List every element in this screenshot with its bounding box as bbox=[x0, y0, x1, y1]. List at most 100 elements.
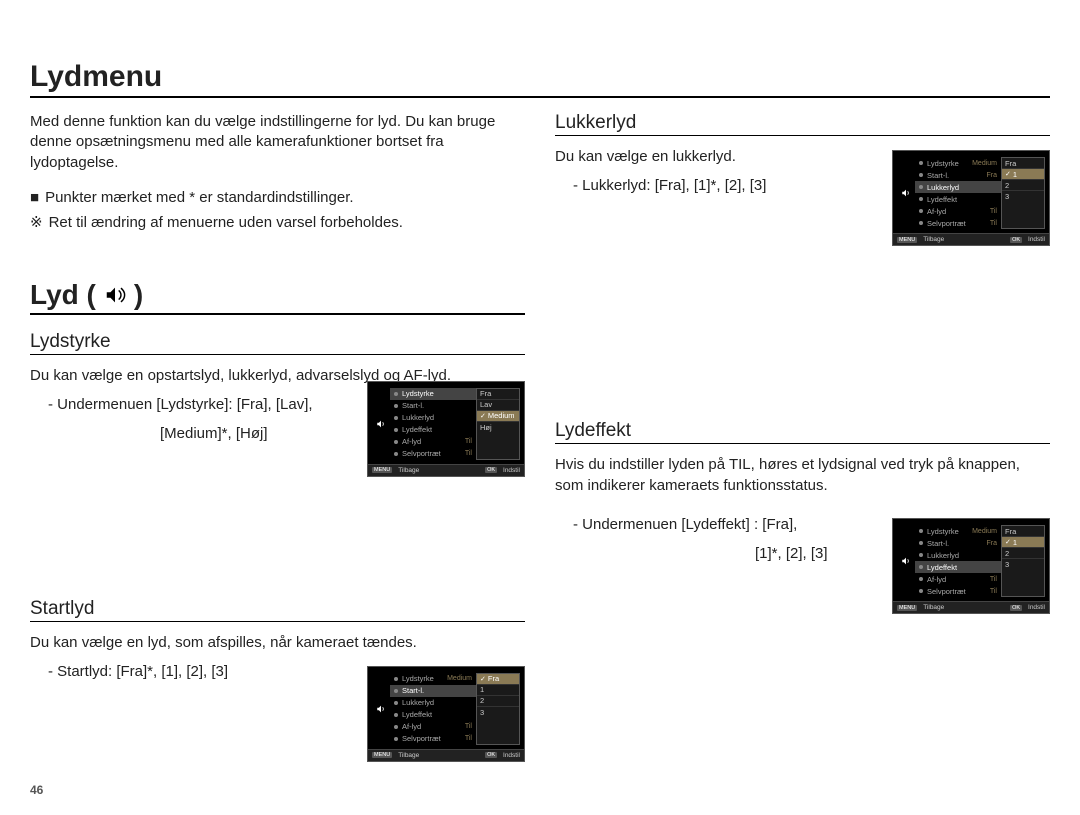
option-item: Fra bbox=[1002, 158, 1044, 169]
menu-button-icon: MENU bbox=[897, 237, 917, 243]
option-item: 3 bbox=[1002, 191, 1044, 202]
menu-item: Af-lyd bbox=[402, 437, 465, 446]
menu-item: Lydstyrke bbox=[402, 389, 472, 398]
footer-set: Indstil bbox=[503, 752, 520, 759]
intro-text: Med denne funktion kan du vælge indstill… bbox=[30, 112, 525, 173]
note-change-reserved: ※ Ret til ændring af menuerne uden varse… bbox=[30, 212, 525, 235]
lyd-heading-text: Lyd ( bbox=[30, 279, 96, 311]
lydstyrke-screenshot: Lydstyrke Start-l. Lukkerlyd Lydeffekt A… bbox=[367, 381, 525, 477]
left-column: Med denne funktion kan du vælge indstill… bbox=[30, 112, 525, 810]
menu-button-icon: MENU bbox=[372, 752, 392, 758]
menu-item: Lydstyrke bbox=[927, 527, 972, 536]
check-icon: ✓ bbox=[1005, 538, 1011, 546]
check-icon: ✓ bbox=[480, 412, 486, 420]
options-popup: Fra ✓1 2 3 bbox=[1001, 157, 1045, 229]
speaker-small-icon bbox=[901, 188, 911, 198]
startlyd-body: Du kan vælge en lyd, som afspilles, når … bbox=[30, 632, 525, 653]
note1-text: Punkter mærket med * er standardindstill… bbox=[45, 187, 353, 210]
option-item: Fra bbox=[477, 389, 519, 400]
right-column: Lukkerlyd Du kan vælge en lukkerlyd. - L… bbox=[555, 112, 1050, 810]
menu-item: Lydstyrke bbox=[927, 159, 972, 168]
menu-button-icon: MENU bbox=[897, 605, 917, 611]
footer-back: Tilbage bbox=[923, 604, 944, 611]
page-number: 46 bbox=[30, 783, 43, 797]
page-title: Lydmenu bbox=[30, 60, 1050, 98]
footer-back: Tilbage bbox=[923, 236, 944, 243]
menu-item: Start-l. bbox=[927, 539, 987, 548]
footer-back: Tilbage bbox=[398, 752, 419, 759]
menu-value: Medium bbox=[972, 160, 997, 167]
screenshot-footer: MENU Tilbage OK Indstil bbox=[368, 749, 524, 761]
startlyd-heading: Startlyd bbox=[30, 598, 525, 622]
ok-button-icon: OK bbox=[485, 752, 497, 758]
option-item: 3 bbox=[1002, 559, 1044, 570]
note2-text: Ret til ændring af menuerne uden varsel … bbox=[49, 212, 403, 235]
menu-item: Af-lyd bbox=[402, 722, 465, 731]
option-item: Fra bbox=[1002, 526, 1044, 537]
menu-item: Lukkerlyd bbox=[927, 183, 997, 192]
option-item: 2 bbox=[1002, 180, 1044, 191]
menu-item: Lukkerlyd bbox=[402, 413, 472, 422]
reference-mark-icon: ※ bbox=[30, 212, 43, 235]
ok-button-icon: OK bbox=[485, 467, 497, 473]
menu-value: Til bbox=[465, 735, 472, 742]
menu-item: Lydeffekt bbox=[402, 425, 472, 434]
lukkerlyd-heading: Lukkerlyd bbox=[555, 112, 1050, 136]
check-icon: ✓ bbox=[480, 675, 486, 683]
menu-item: Selvportræt bbox=[927, 587, 990, 596]
option-item: 1 bbox=[477, 685, 519, 696]
menu-item: Af-lyd bbox=[927, 575, 990, 584]
screenshot-footer: MENUTilbage OKIndstil bbox=[893, 601, 1049, 613]
menu-value: Fra bbox=[987, 540, 998, 547]
menu-value: Til bbox=[465, 723, 472, 730]
ok-button-icon: OK bbox=[1010, 237, 1022, 243]
speaker-small-icon bbox=[376, 419, 386, 429]
menu-item: Selvportræt bbox=[927, 219, 990, 228]
speaker-small-icon bbox=[901, 556, 911, 566]
lydeffekt-screenshot: LydstyrkeMedium Start-l.Fra Lukkerlyd Ly… bbox=[892, 518, 1050, 614]
footer-back: Tilbage bbox=[398, 467, 419, 474]
ok-button-icon: OK bbox=[1010, 605, 1022, 611]
option-item-active: ✓1 bbox=[1002, 169, 1044, 180]
option-item-active: ✓Fra bbox=[477, 674, 519, 685]
option-item-active: ✓1 bbox=[1002, 537, 1044, 548]
footer-set: Indstil bbox=[1028, 236, 1045, 243]
speaker-small-icon bbox=[376, 704, 386, 714]
menu-item: Lydeffekt bbox=[927, 195, 997, 204]
lyd-heading: Lyd ( ) bbox=[30, 279, 525, 315]
menu-value: Til bbox=[990, 576, 997, 583]
menu-item: Lukkerlyd bbox=[402, 698, 472, 707]
options-popup: Fra ✓1 2 3 bbox=[1001, 525, 1045, 597]
menu-item: Selvportræt bbox=[402, 449, 465, 458]
speaker-icon bbox=[104, 284, 126, 306]
note-default-marker: ■ Punkter mærket med * er standardindsti… bbox=[30, 187, 525, 210]
menu-item: Start-l. bbox=[402, 401, 472, 410]
lukkerlyd-screenshot: LydstyrkeMedium Start-l.Fra Lukkerlyd Ly… bbox=[892, 150, 1050, 246]
option-item: Lav bbox=[477, 400, 519, 411]
options-popup: ✓Fra 1 2 3 bbox=[476, 673, 520, 745]
option-item: Høj bbox=[477, 422, 519, 433]
lydeffekt-body: Hvis du indstiller lyden på TIL, høres e… bbox=[555, 454, 1050, 496]
menu-item: Lydeffekt bbox=[927, 563, 997, 572]
screenshot-footer: MENU Tilbage OK Indstil bbox=[893, 233, 1049, 245]
menu-item: Start-l. bbox=[402, 686, 472, 695]
lukkerlyd-section: Lukkerlyd Du kan vælge en lukkerlyd. - L… bbox=[555, 112, 1050, 404]
option-item-active: ✓Medium bbox=[477, 411, 519, 422]
menu-value: Medium bbox=[447, 675, 472, 682]
screenshot-footer: MENUTilbage OKIndstil bbox=[368, 464, 524, 476]
option-item: 2 bbox=[477, 696, 519, 707]
option-item: 2 bbox=[1002, 548, 1044, 559]
menu-item: Lydstyrke bbox=[402, 674, 447, 683]
menu-item: Selvportræt bbox=[402, 734, 465, 743]
menu-item: Af-lyd bbox=[927, 207, 990, 216]
options-popup: Fra Lav ✓Medium Høj bbox=[476, 388, 520, 460]
startlyd-screenshot: LydstyrkeMedium Start-l. Lukkerlyd Lydef… bbox=[367, 666, 525, 762]
lydstyrke-section: Lydstyrke Du kan vælge en opstartslyd, l… bbox=[30, 331, 525, 582]
option-item: 3 bbox=[477, 707, 519, 718]
menu-item: Lydeffekt bbox=[402, 710, 472, 719]
lyd-heading-close: ) bbox=[134, 279, 143, 311]
lydstyrke-heading: Lydstyrke bbox=[30, 331, 525, 355]
menu-value: Til bbox=[990, 208, 997, 215]
menu-button-icon: MENU bbox=[372, 467, 392, 473]
menu-value: Til bbox=[990, 588, 997, 595]
